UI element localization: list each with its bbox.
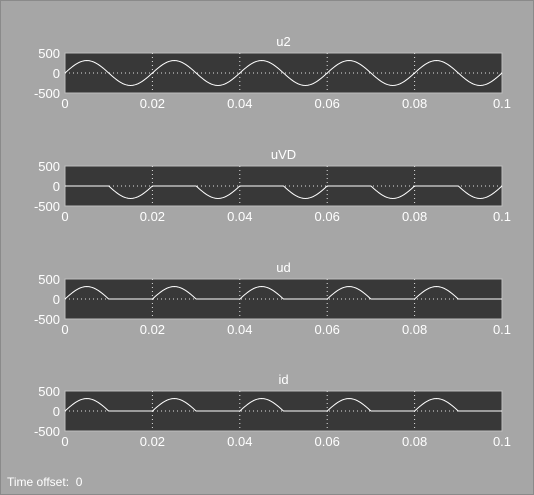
y-tick-label: 500 [38,384,60,399]
y-tick-label: 500 [38,46,60,61]
x-tick-label: 0.06 [315,209,340,224]
time-offset: Time offset: 0 [7,475,82,489]
time-offset-value: 0 [75,475,83,489]
x-tick-label: 0.02 [140,322,165,337]
y-tick-label: 0 [53,404,60,419]
x-tick-label: 0.04 [227,96,252,111]
x-tick-label: 0.02 [140,209,165,224]
series-line [64,398,502,412]
x-tick-label: 0.1 [493,434,511,449]
x-tick-label: 0.08 [402,322,427,337]
x-tick-label: 0.04 [227,434,252,449]
y-tick-label: -500 [34,86,60,101]
x-tick-label: 0.08 [402,96,427,111]
x-tick-label: 0.08 [402,434,427,449]
x-tick-label: 0 [61,96,68,111]
plot-title: u2 [276,34,290,49]
y-tick-label: -500 [34,312,60,327]
y-tick-label: 500 [38,272,60,287]
series-line [65,185,503,199]
y-tick-label: 0 [53,292,60,307]
x-tick-label: 0.08 [402,209,427,224]
plot-title: ud [276,260,290,275]
y-tick-label: 500 [38,159,60,174]
x-tick-label: 0 [61,209,68,224]
x-tick-label: 0.02 [140,96,165,111]
y-tick-label: -500 [34,424,60,439]
x-tick-label: 0.04 [227,209,252,224]
x-tick-label: 0.1 [493,322,511,337]
x-tick-label: 0.06 [315,434,340,449]
x-tick-label: 0.1 [493,209,511,224]
x-tick-label: 0.02 [140,434,165,449]
y-tick-label: -500 [34,199,60,214]
y-tick-label: 0 [53,66,60,81]
x-tick-label: 0.1 [493,96,511,111]
series-line [64,286,502,300]
time-offset-label: Time offset: [7,475,70,489]
plot-title: uVD [271,147,296,162]
x-tick-label: 0.04 [227,322,252,337]
x-tick-label: 0 [61,434,68,449]
series-line [64,60,503,86]
x-tick-label: 0.06 [315,322,340,337]
x-tick-label: 0 [61,322,68,337]
x-tick-label: 0.06 [315,96,340,111]
y-tick-label: 0 [53,179,60,194]
plot-title: id [278,372,288,387]
